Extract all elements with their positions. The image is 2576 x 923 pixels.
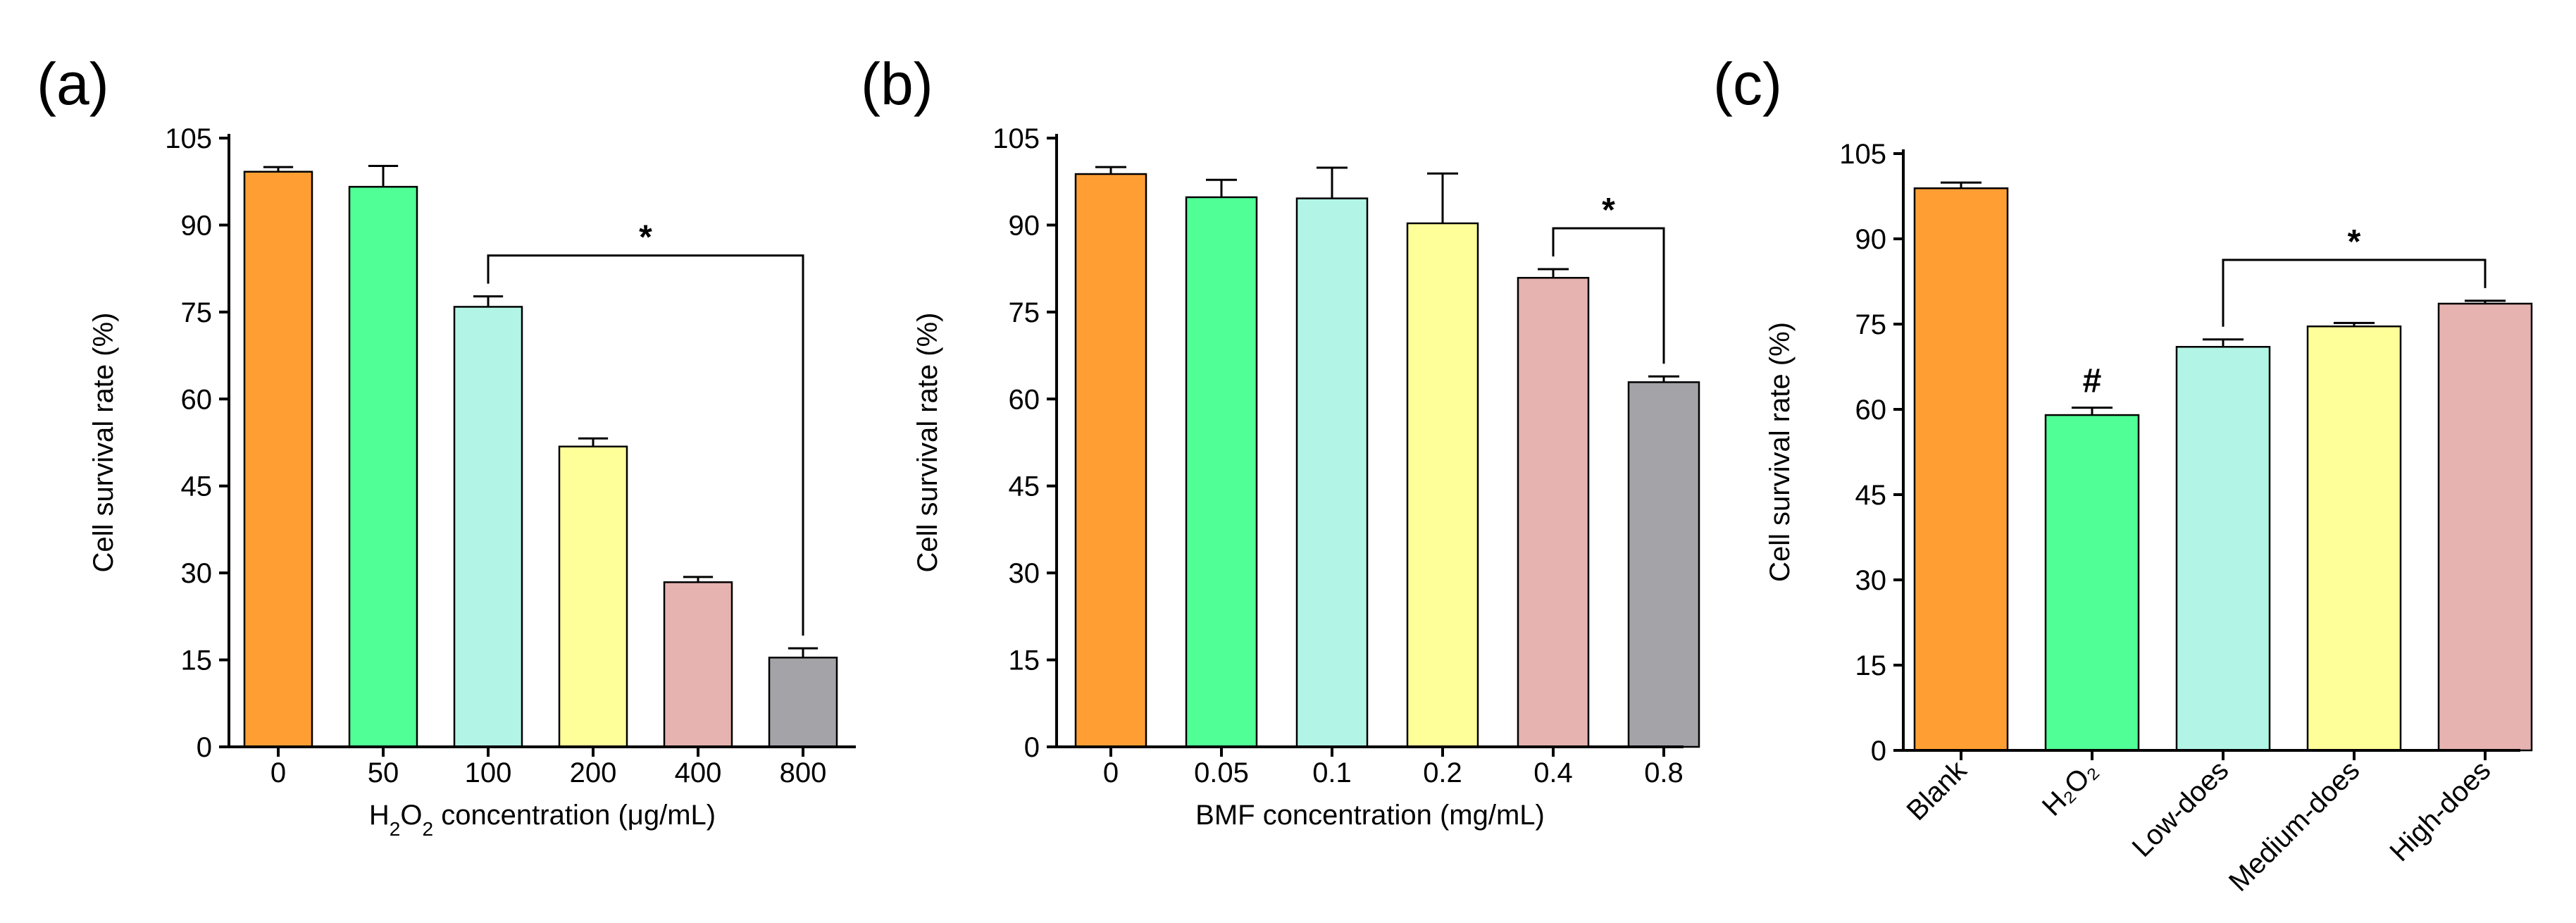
panel-b-letter: (b) bbox=[861, 51, 933, 117]
panel-c-significance-label-0: * bbox=[2348, 223, 2361, 261]
panel-b-y-axis-title: Cell survival rate (%) bbox=[912, 313, 943, 573]
panel-b-y-tick-label-4: 60 bbox=[1009, 384, 1040, 415]
panel-b-bar-0 bbox=[1074, 173, 1147, 748]
panel-b-y-tick-label-0: 0 bbox=[1024, 732, 1040, 763]
panel-c-y-tick-label-4: 60 bbox=[1855, 395, 1887, 426]
panel-a-category-label-1: 50 bbox=[368, 757, 399, 788]
panel-c-bar-1 bbox=[2044, 414, 2140, 752]
panel-c-category-label-4: High-does bbox=[2384, 755, 2496, 867]
panel-b-bar-1 bbox=[1185, 196, 1258, 748]
panel-a-bar-3 bbox=[558, 445, 628, 748]
panel-b-y-tick-label-3: 45 bbox=[1009, 471, 1040, 502]
panel-a-y-tick-label-6: 90 bbox=[181, 210, 213, 241]
panel-c-category-label-1: H₂O₂ bbox=[2036, 755, 2104, 822]
panel-c-bar-2 bbox=[2175, 346, 2271, 752]
panel-a-bar-5 bbox=[768, 657, 838, 748]
panel-a-category-label-2: 100 bbox=[465, 757, 512, 788]
panel-c-annotation-0: # bbox=[2083, 363, 2102, 400]
panel-c-bar-4 bbox=[2437, 302, 2533, 752]
panel-c-category-label-3: Medium-does bbox=[2223, 755, 2365, 897]
panel-b-bar-2 bbox=[1295, 197, 1369, 748]
panel-a-bar-2 bbox=[453, 306, 523, 748]
panel-b-bar-4 bbox=[1517, 277, 1590, 748]
panel-b-category-label-0: 0 bbox=[1103, 757, 1119, 788]
panel-b-y-tick-label-5: 75 bbox=[1009, 297, 1040, 328]
panel-c-significance-bracket-0 bbox=[2222, 259, 2487, 327]
panel-a-y-tick-label-7: 105 bbox=[165, 123, 212, 154]
panel-b-y-tick-label-2: 30 bbox=[1009, 558, 1040, 589]
panel-c-y-tick-label-5: 75 bbox=[1855, 309, 1887, 340]
panel-b-category-label-1: 0.05 bbox=[1194, 757, 1249, 788]
panel-a-letter: (a) bbox=[37, 51, 109, 117]
panel-a-bar-1 bbox=[348, 185, 418, 748]
panel-a-significance-bracket-0 bbox=[487, 254, 804, 636]
panel-c-y-tick-label-2: 30 bbox=[1855, 565, 1887, 596]
panel-c-bar-0 bbox=[1913, 187, 2009, 752]
panel-c-category-label-2: Low-does bbox=[2127, 755, 2235, 863]
panel-b-category-label-2: 0.1 bbox=[1312, 757, 1352, 788]
panel-a-bar-0 bbox=[243, 171, 313, 748]
panel-a-category-label-3: 200 bbox=[570, 757, 617, 788]
panel-b-bar-5 bbox=[1627, 381, 1700, 748]
panel-c-y-tick-label-7: 105 bbox=[1839, 139, 1886, 170]
panel-c-y-tick-label-0: 0 bbox=[1871, 736, 1886, 767]
panel-b-y-tick-label-7: 105 bbox=[993, 123, 1040, 154]
panel-a-y-tick-label-5: 75 bbox=[181, 297, 213, 328]
panel-a-y-axis-title: Cell survival rate (%) bbox=[88, 313, 119, 573]
panel-a-y-tick-label-4: 60 bbox=[181, 384, 213, 415]
panel-b-y-tick-label-1: 15 bbox=[1009, 645, 1040, 676]
panel-a-bar-4 bbox=[663, 581, 733, 748]
panel-b-significance-bracket-0 bbox=[1552, 227, 1665, 364]
panel-b-x-axis-title: BMF concentration (mg/mL) bbox=[1195, 800, 1545, 831]
panel-a-category-label-0: 0 bbox=[270, 757, 286, 788]
panel-a-y-tick-label-1: 15 bbox=[181, 645, 213, 676]
panel-c-category-label-0: Blank bbox=[1900, 755, 1973, 827]
panel-b-significance-label-0: * bbox=[1602, 192, 1615, 229]
panel-a-category-label-4: 400 bbox=[675, 757, 722, 788]
panel-a-y-tick-label-0: 0 bbox=[197, 732, 212, 763]
panel-b-category-label-5: 0.8 bbox=[1644, 757, 1684, 788]
panel-b-category-label-4: 0.4 bbox=[1533, 757, 1573, 788]
panel-c-y-tick-label-6: 90 bbox=[1855, 224, 1887, 255]
panel-c-y-tick-label-3: 45 bbox=[1855, 480, 1887, 511]
panel-b-y-tick-label-6: 90 bbox=[1009, 210, 1040, 241]
panel-a-x-axis-title: H2O2 concentration (μg/mL) bbox=[369, 800, 716, 840]
panel-a-y-tick-label-2: 30 bbox=[181, 558, 213, 589]
panel-a-category-label-5: 800 bbox=[780, 757, 827, 788]
panel-b-bar-3 bbox=[1406, 222, 1479, 748]
panel-b-category-label-3: 0.2 bbox=[1423, 757, 1462, 788]
panel-a-significance-label-0: * bbox=[639, 219, 652, 256]
panel-a-y-tick-label-3: 45 bbox=[181, 471, 213, 502]
panel-c-letter: (c) bbox=[1713, 51, 1782, 117]
panel-c-bar-3 bbox=[2306, 325, 2402, 752]
panel-c-y-tick-label-1: 15 bbox=[1855, 650, 1887, 681]
panel-c-y-axis-title: Cell survival rate (%) bbox=[1765, 322, 1796, 582]
